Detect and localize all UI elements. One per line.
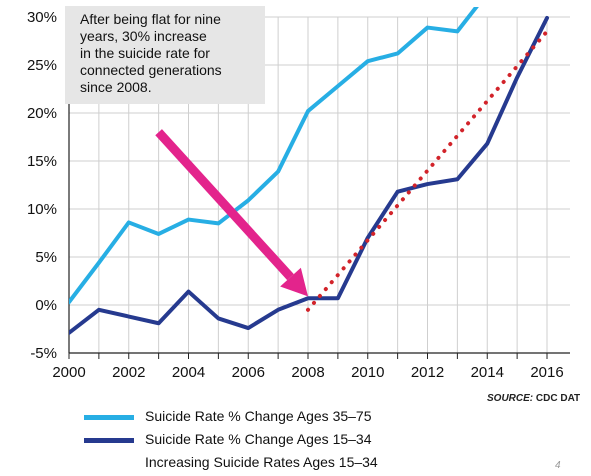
legend-item: Suicide Rate % Change Ages 15–34 xyxy=(84,431,504,451)
annotation-line: connected generations xyxy=(80,62,222,78)
y-tick-label: 10% xyxy=(27,201,57,218)
y-tick-label: -5% xyxy=(30,345,57,362)
x-tick-label: 2008 xyxy=(291,364,324,381)
x-tick-label: 2002 xyxy=(112,364,145,381)
arrow-shaft xyxy=(155,129,294,281)
y-tick-label: 25% xyxy=(27,57,57,74)
annotation-line: years, 30% increase xyxy=(80,28,207,44)
source-label: SOURCE: xyxy=(487,393,534,404)
legend-label: Increasing Suicide Rates Ages 15–34 xyxy=(145,454,378,470)
x-tick-label: 2014 xyxy=(471,364,504,381)
y-tick-label: 15% xyxy=(27,153,57,170)
series-line-1 xyxy=(69,7,479,305)
legend-item: Suicide Rate % Change Ages 35–75 xyxy=(84,408,504,428)
annotation-line: in the suicide rate for xyxy=(80,45,210,61)
annotation-box: After being flat for nine years, 30% inc… xyxy=(65,6,265,104)
legend-item: Increasing Suicide Rates Ages 15–34 xyxy=(84,454,504,474)
source-text: CDC DAT xyxy=(533,393,581,404)
x-axis: 2000 2002 2004 2006 2008 2010 2012 2014 2016 xyxy=(52,352,570,381)
arrow-head xyxy=(280,267,308,297)
annotation-line: After being flat for nine xyxy=(80,11,221,27)
series-line-2 xyxy=(69,15,549,335)
source-note: SOURCE: CDC DAT xyxy=(487,393,580,404)
x-tick-label: 2000 xyxy=(52,364,85,381)
x-tick-label: 2004 xyxy=(172,364,205,381)
x-tick-label: 2012 xyxy=(411,364,444,381)
y-tick-label: 30% xyxy=(27,9,57,26)
y-tick-label: 0% xyxy=(35,297,57,314)
legend-swatch xyxy=(84,438,134,443)
annotation-line: since 2008. xyxy=(80,79,152,95)
x-tick-label: 2010 xyxy=(351,364,384,381)
x-tick-label: 2006 xyxy=(232,364,265,381)
highlight-arrow xyxy=(155,129,308,297)
series-line-3 xyxy=(306,29,549,312)
y-tick-label: 5% xyxy=(35,249,57,266)
legend-swatch xyxy=(84,415,134,420)
legend-label: Suicide Rate % Change Ages 35–75 xyxy=(145,408,372,424)
y-axis: -5% 0% 5% 10% 15% 20% 25% 30% xyxy=(27,9,70,362)
legend-label: Suicide Rate % Change Ages 15–34 xyxy=(145,431,372,447)
page-number: 4 xyxy=(555,460,561,471)
series-lines xyxy=(69,7,549,335)
x-tick-label: 2016 xyxy=(530,364,563,381)
y-tick-label: 20% xyxy=(27,105,57,122)
